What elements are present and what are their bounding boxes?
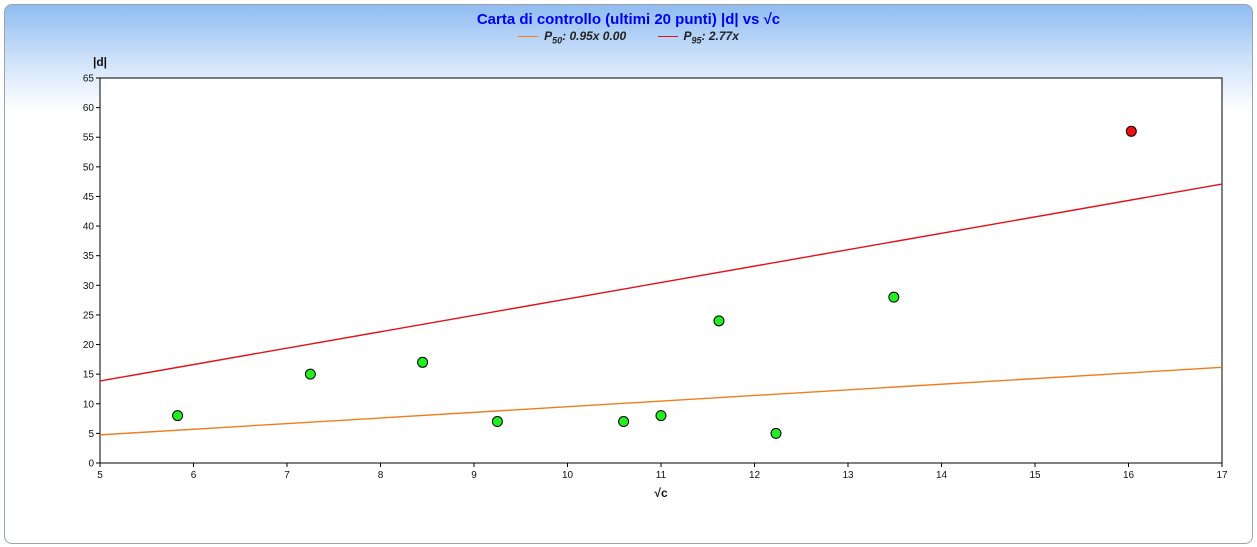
data-point xyxy=(172,410,184,422)
chart-title: Carta di controllo (ultimi 20 punti) |d|… xyxy=(476,11,781,28)
x-tick-label: 6 xyxy=(191,470,197,481)
data-point xyxy=(888,291,900,303)
y-tick-label: 45 xyxy=(83,192,95,203)
data-point xyxy=(713,315,725,327)
x-tick-label: 13 xyxy=(842,470,854,481)
legend-text-p50: : 0.95x 0.00 xyxy=(562,29,627,43)
legend-symbol-p50: P xyxy=(544,29,553,43)
legend-subscript-p50: 50 xyxy=(552,35,563,46)
x-tick-label: 11 xyxy=(656,470,667,481)
x-tick-label: 10 xyxy=(562,470,574,481)
legend-text-p95: : 2.77x xyxy=(701,29,739,43)
data-point xyxy=(491,416,503,428)
y-tick-label: 40 xyxy=(83,222,95,233)
x-tick-label: 8 xyxy=(378,470,384,481)
legend-subscript-p95: 95 xyxy=(691,35,702,46)
y-tick-label: 65 xyxy=(83,74,95,85)
y-tick-label: 15 xyxy=(83,370,95,381)
data-point xyxy=(618,416,630,428)
y-tick-label: 35 xyxy=(83,251,95,262)
reference-line-p50 xyxy=(99,366,1223,436)
x-tick-label: 5 xyxy=(97,470,103,481)
data-point xyxy=(304,368,316,380)
x-tick-label: 15 xyxy=(1029,470,1041,481)
data-point xyxy=(417,356,429,368)
legend-symbol-p95: P xyxy=(683,29,692,43)
x-tick-label: 9 xyxy=(471,470,477,481)
legend-item-p50: P50: 0.95x 0.00 xyxy=(518,29,626,45)
legend-item-p95: P95: 2.77x xyxy=(657,29,739,46)
x-tick-label: 17 xyxy=(1216,470,1228,481)
y-tick-label: 55 xyxy=(83,133,95,144)
legend-swatch-p50 xyxy=(518,36,539,38)
x-tick-label: 12 xyxy=(749,470,761,481)
legend-swatch-p95 xyxy=(657,36,678,38)
data-point xyxy=(770,427,782,439)
y-tick-label: 0 xyxy=(88,459,94,470)
y-axis-label: |d| xyxy=(93,55,107,69)
chart-legend: P50: 0.95x 0.00 P95: 2.77x xyxy=(5,29,1252,45)
y-tick-label: 5 xyxy=(88,429,94,440)
x-axis-label: √c xyxy=(654,486,668,500)
y-tick-label: 50 xyxy=(83,162,95,173)
y-tick-label: 25 xyxy=(83,310,95,321)
reference-line-p95 xyxy=(99,183,1223,382)
y-tick-label: 30 xyxy=(83,281,95,292)
data-point xyxy=(1125,125,1137,137)
x-tick-label: 14 xyxy=(936,470,948,481)
y-tick-label: 60 xyxy=(83,103,95,114)
x-tick-label: 16 xyxy=(1123,470,1135,481)
y-tick-label: 10 xyxy=(83,399,95,410)
y-tick-label: 20 xyxy=(83,340,95,351)
x-tick-label: 7 xyxy=(284,470,290,481)
data-point xyxy=(655,410,667,422)
plot-area xyxy=(99,77,1223,464)
